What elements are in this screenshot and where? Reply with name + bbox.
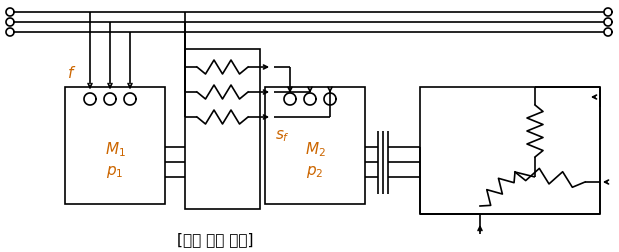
Bar	[185, 50, 260, 209]
Text: $p_1$: $p_1$	[106, 163, 124, 179]
Text: $M_2$: $M_2$	[305, 140, 326, 159]
Bar	[65, 88, 165, 204]
Bar	[265, 88, 365, 204]
Bar	[420, 88, 600, 214]
Text: [직렬 종속 접속]: [직렬 종속 접속]	[177, 232, 253, 246]
Text: $p_2$: $p_2$	[306, 163, 324, 179]
Text: $s_f$: $s_f$	[275, 128, 290, 143]
Text: $f$: $f$	[67, 65, 77, 81]
Text: $M_1$: $M_1$	[105, 140, 126, 159]
